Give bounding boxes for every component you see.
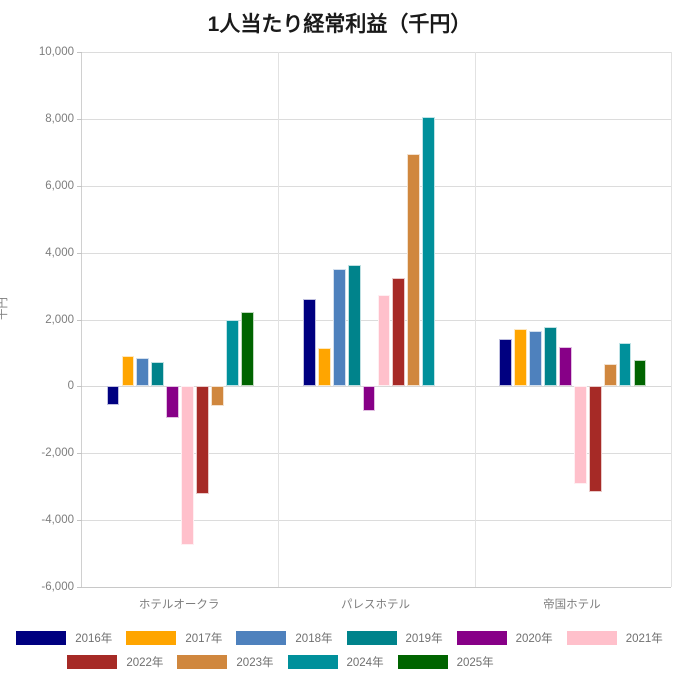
gridline	[82, 118, 671, 120]
legend-item-2018年[interactable]: 2018年	[236, 630, 333, 646]
plot-area	[77, 52, 672, 588]
bar[interactable]	[633, 360, 647, 387]
legend-item-2022年[interactable]: 2022年	[67, 654, 163, 670]
bar[interactable]	[588, 386, 602, 492]
legend-row: 2022年 2023年 2024年 2025年	[0, 650, 679, 674]
legend-color-swatch	[346, 631, 397, 645]
legend-label: 2018年	[295, 633, 333, 645]
legend-item-2019年[interactable]: 2019年	[346, 630, 443, 646]
category-label: ホテルオークラ	[138, 599, 220, 611]
y-tick-mark	[77, 319, 82, 321]
y-tick-label: -4,000	[41, 514, 74, 527]
category-label: 帝国ホテル	[543, 599, 601, 611]
gridline	[82, 520, 671, 522]
y-tick-mark	[77, 520, 82, 522]
category-separator	[278, 52, 280, 587]
legend-color-swatch	[236, 631, 287, 645]
legend-color-swatch	[397, 655, 448, 669]
category-separator	[671, 52, 672, 587]
gridline	[82, 587, 671, 588]
legend-color-swatch	[177, 655, 228, 669]
y-tick-mark	[77, 252, 82, 254]
y-tick-label: 4,000	[45, 246, 74, 259]
bar[interactable]	[151, 362, 165, 387]
legend-color-swatch	[287, 655, 338, 669]
legend-row: 2016年 2017年 2018年 2019年 2020年 2021年	[0, 626, 679, 650]
legend-label: 2020年	[515, 633, 553, 645]
legend-item-2024年[interactable]: 2024年	[287, 654, 384, 670]
y-tick-label: -6,000	[41, 581, 74, 593]
legend-color-swatch	[16, 631, 67, 645]
bar[interactable]	[240, 311, 254, 387]
bar[interactable]	[558, 346, 572, 387]
chart-title: 1人当たり経常利益（千円）	[207, 13, 472, 36]
bar[interactable]	[225, 319, 239, 387]
gridline	[82, 386, 671, 388]
y-tick-mark	[77, 118, 82, 120]
bar[interactable]	[392, 277, 406, 387]
bar[interactable]	[317, 347, 331, 387]
bar[interactable]	[121, 355, 135, 387]
legend-label: 2021年	[625, 633, 663, 645]
bar[interactable]	[332, 268, 346, 387]
bar[interactable]	[302, 299, 316, 387]
chart-legend: 2016年 2017年 2018年 2019年 2020年 2021年 2022年 2023年…	[0, 626, 679, 674]
y-tick-mark	[77, 185, 82, 187]
bar[interactable]	[422, 116, 436, 387]
bar[interactable]	[211, 386, 224, 407]
bar[interactable]	[166, 386, 180, 419]
y-tick-mark	[77, 386, 82, 388]
legend-color-swatch	[67, 655, 118, 669]
y-tick-label: 2,000	[45, 313, 74, 326]
bar[interactable]	[377, 295, 391, 387]
legend-label: 2023年	[236, 657, 274, 669]
y-tick-mark	[77, 453, 82, 455]
legend-label: 2016年	[75, 633, 113, 645]
bar[interactable]	[362, 386, 376, 412]
legend-color-swatch	[456, 631, 507, 645]
y-tick-label: 10,000	[38, 46, 74, 58]
bar[interactable]	[347, 265, 361, 387]
gridline	[82, 52, 671, 53]
y-tick-mark	[77, 52, 82, 53]
legend-label: 2025年	[456, 657, 494, 669]
y-tick-label: 6,000	[45, 179, 74, 192]
legend-label: 2017年	[185, 633, 223, 645]
gridline	[82, 252, 671, 254]
y-tick-mark	[77, 587, 82, 588]
legend-item-2021年[interactable]: 2021年	[566, 630, 663, 646]
legend-item-2017年[interactable]: 2017年	[126, 630, 222, 646]
bar[interactable]	[196, 386, 209, 495]
gridline	[82, 185, 671, 187]
legend-item-2016年[interactable]: 2016年	[16, 630, 112, 646]
legend-color-swatch	[566, 631, 617, 645]
legend-label: 2024年	[346, 657, 384, 669]
bar[interactable]	[181, 386, 195, 545]
legend-label: 2019年	[405, 633, 443, 645]
bar[interactable]	[529, 331, 542, 387]
gridline	[82, 319, 671, 321]
category-separator	[474, 52, 476, 587]
y-tick-label: 0	[67, 380, 74, 393]
category-label: パレスホテル	[341, 599, 410, 611]
y-tick-label: 8,000	[45, 112, 74, 125]
legend-item-2025年[interactable]: 2025年	[397, 654, 494, 670]
legend-item-2023年[interactable]: 2023年	[177, 654, 274, 670]
y-tick-label: -2,000	[41, 447, 74, 460]
bar[interactable]	[544, 326, 557, 387]
legend-item-2020年[interactable]: 2020年	[456, 630, 553, 646]
bar[interactable]	[136, 358, 150, 387]
bar[interactable]	[514, 328, 528, 387]
bar[interactable]	[618, 342, 632, 387]
legend-label: 2022年	[126, 657, 164, 669]
legend-color-swatch	[126, 631, 177, 645]
bar[interactable]	[603, 363, 617, 387]
bar[interactable]	[499, 338, 513, 387]
bar[interactable]	[407, 153, 421, 387]
bar[interactable]	[106, 386, 120, 405]
bar[interactable]	[573, 386, 587, 484]
gridline	[82, 453, 671, 455]
